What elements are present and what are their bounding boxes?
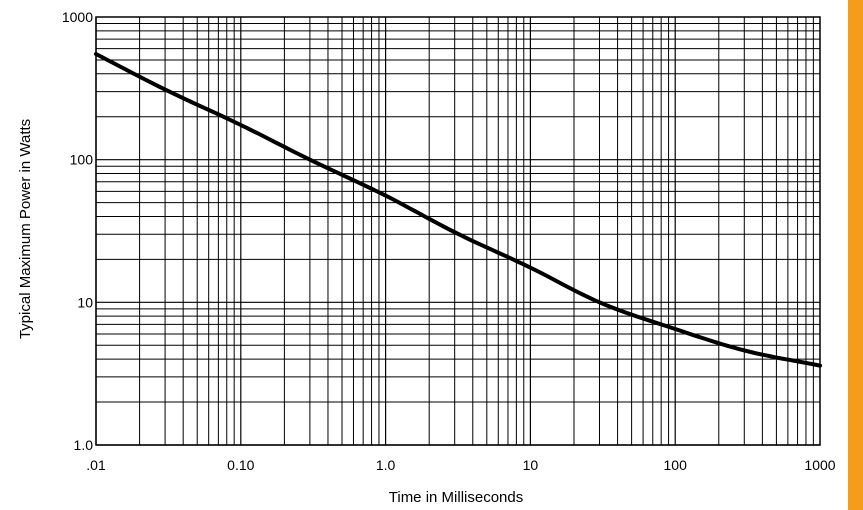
side-bar-edge xyxy=(846,0,848,510)
curve-data-point xyxy=(308,158,312,162)
curve-data-point xyxy=(528,266,532,270)
y-tick-label: 1000 xyxy=(62,9,93,25)
y-tick-label: 10 xyxy=(77,294,93,310)
y-tick-label: 1.0 xyxy=(74,437,94,453)
curve-layer xyxy=(94,52,822,368)
x-tick-label: .01 xyxy=(86,457,106,473)
side-accent-bar xyxy=(848,0,863,510)
curve-data-point xyxy=(384,194,388,198)
power-curve xyxy=(94,52,822,368)
curve-data-point xyxy=(597,300,601,304)
x-axis-ticks: .01 0.10 1.0 10 100 1000 xyxy=(86,457,836,473)
y-tick-label: 100 xyxy=(70,152,94,168)
curve-data-point xyxy=(453,230,457,234)
curve-data-point xyxy=(94,52,98,56)
y-axis-ticks: 1000 100 10 1.0 xyxy=(62,9,93,453)
y-axis-title: Typical Maximum Power in Watts xyxy=(17,119,34,339)
x-axis-title: Time in Milliseconds xyxy=(389,489,523,506)
curve-data-point xyxy=(163,88,167,92)
grid xyxy=(95,17,820,446)
x-tick-label: 1000 xyxy=(804,457,835,473)
x-tick-label: 0.10 xyxy=(227,457,254,473)
curve-data-point xyxy=(818,364,822,368)
x-tick-label: 1.0 xyxy=(376,457,396,473)
curve-data-point xyxy=(673,327,677,331)
x-tick-label: 100 xyxy=(664,457,688,473)
curve-data-point xyxy=(239,123,243,127)
x-tick-label: 10 xyxy=(523,457,539,473)
plot-frame xyxy=(95,16,821,446)
curve-data-point xyxy=(742,348,746,352)
